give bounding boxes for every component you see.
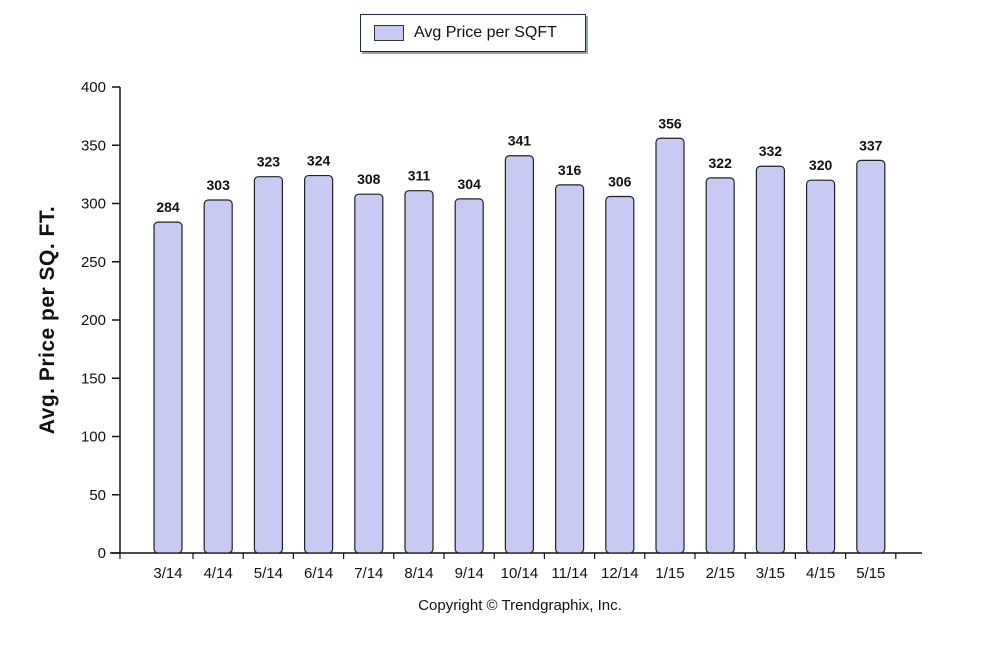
bar [755, 165, 786, 554]
y-tick-label: 50 [89, 487, 106, 504]
bar [354, 193, 384, 554]
x-tick-label: 5/14 [254, 565, 283, 582]
bar [404, 190, 434, 554]
data-label: 304 [458, 176, 482, 192]
data-label: 303 [207, 177, 231, 193]
bar [454, 198, 484, 554]
bar [705, 177, 735, 554]
data-label: 308 [357, 171, 381, 187]
data-label: 341 [508, 133, 532, 149]
y-tick-label: 200 [81, 312, 106, 329]
x-tick-label: 8/14 [404, 565, 433, 582]
bar [605, 195, 635, 554]
y-tick-label: 400 [81, 79, 106, 96]
x-tick-label: 4/15 [806, 565, 835, 582]
bar [554, 184, 585, 554]
data-label: 337 [859, 137, 883, 153]
y-tick-label: 250 [81, 254, 106, 271]
x-tick-label: 12/14 [601, 565, 639, 582]
x-tick-label: 7/14 [354, 565, 383, 582]
bar [304, 174, 334, 554]
x-tick-label: 10/14 [501, 565, 539, 582]
bar [504, 155, 534, 554]
y-tick-label: 0 [98, 545, 106, 562]
bar [655, 137, 685, 554]
bar [153, 221, 183, 554]
y-axis-label: Avg. Price per SQ. FT. [36, 205, 59, 435]
x-tick-label: 3/15 [756, 565, 785, 582]
bar [253, 176, 283, 554]
y-tick-label: 150 [81, 370, 106, 387]
data-label: 323 [257, 154, 281, 170]
data-label: 332 [759, 143, 783, 159]
data-label: 306 [608, 174, 632, 190]
x-tick-label: 6/14 [304, 565, 333, 582]
data-label: 316 [558, 162, 582, 178]
bar [203, 199, 233, 554]
legend-swatch [374, 25, 404, 41]
y-tick-label: 300 [81, 196, 106, 213]
copyright-text: Copyright © Trendgraphix, Inc. [418, 597, 622, 614]
data-label: 320 [809, 157, 833, 173]
data-label: 324 [307, 153, 331, 169]
data-label: 311 [408, 168, 431, 184]
legend-label: Avg Price per SQFT [414, 24, 557, 41]
x-tick-label: 1/15 [655, 565, 684, 582]
x-tick-label: 3/14 [153, 565, 182, 582]
chart-legend: Avg Price per SQFT [360, 14, 586, 52]
x-tick-label: 2/15 [706, 565, 735, 582]
y-tick-label: 100 [81, 429, 106, 446]
data-label: 356 [658, 115, 682, 131]
x-tick-label: 11/14 [551, 565, 587, 582]
data-label: 322 [709, 155, 733, 171]
data-label: 284 [156, 199, 180, 215]
x-tick-label: 5/15 [856, 565, 885, 582]
x-tick-label: 4/14 [204, 565, 233, 582]
y-tick-label: 350 [81, 137, 106, 154]
bar [856, 159, 886, 554]
x-tick-label: 9/14 [455, 565, 484, 582]
bar [805, 179, 836, 554]
